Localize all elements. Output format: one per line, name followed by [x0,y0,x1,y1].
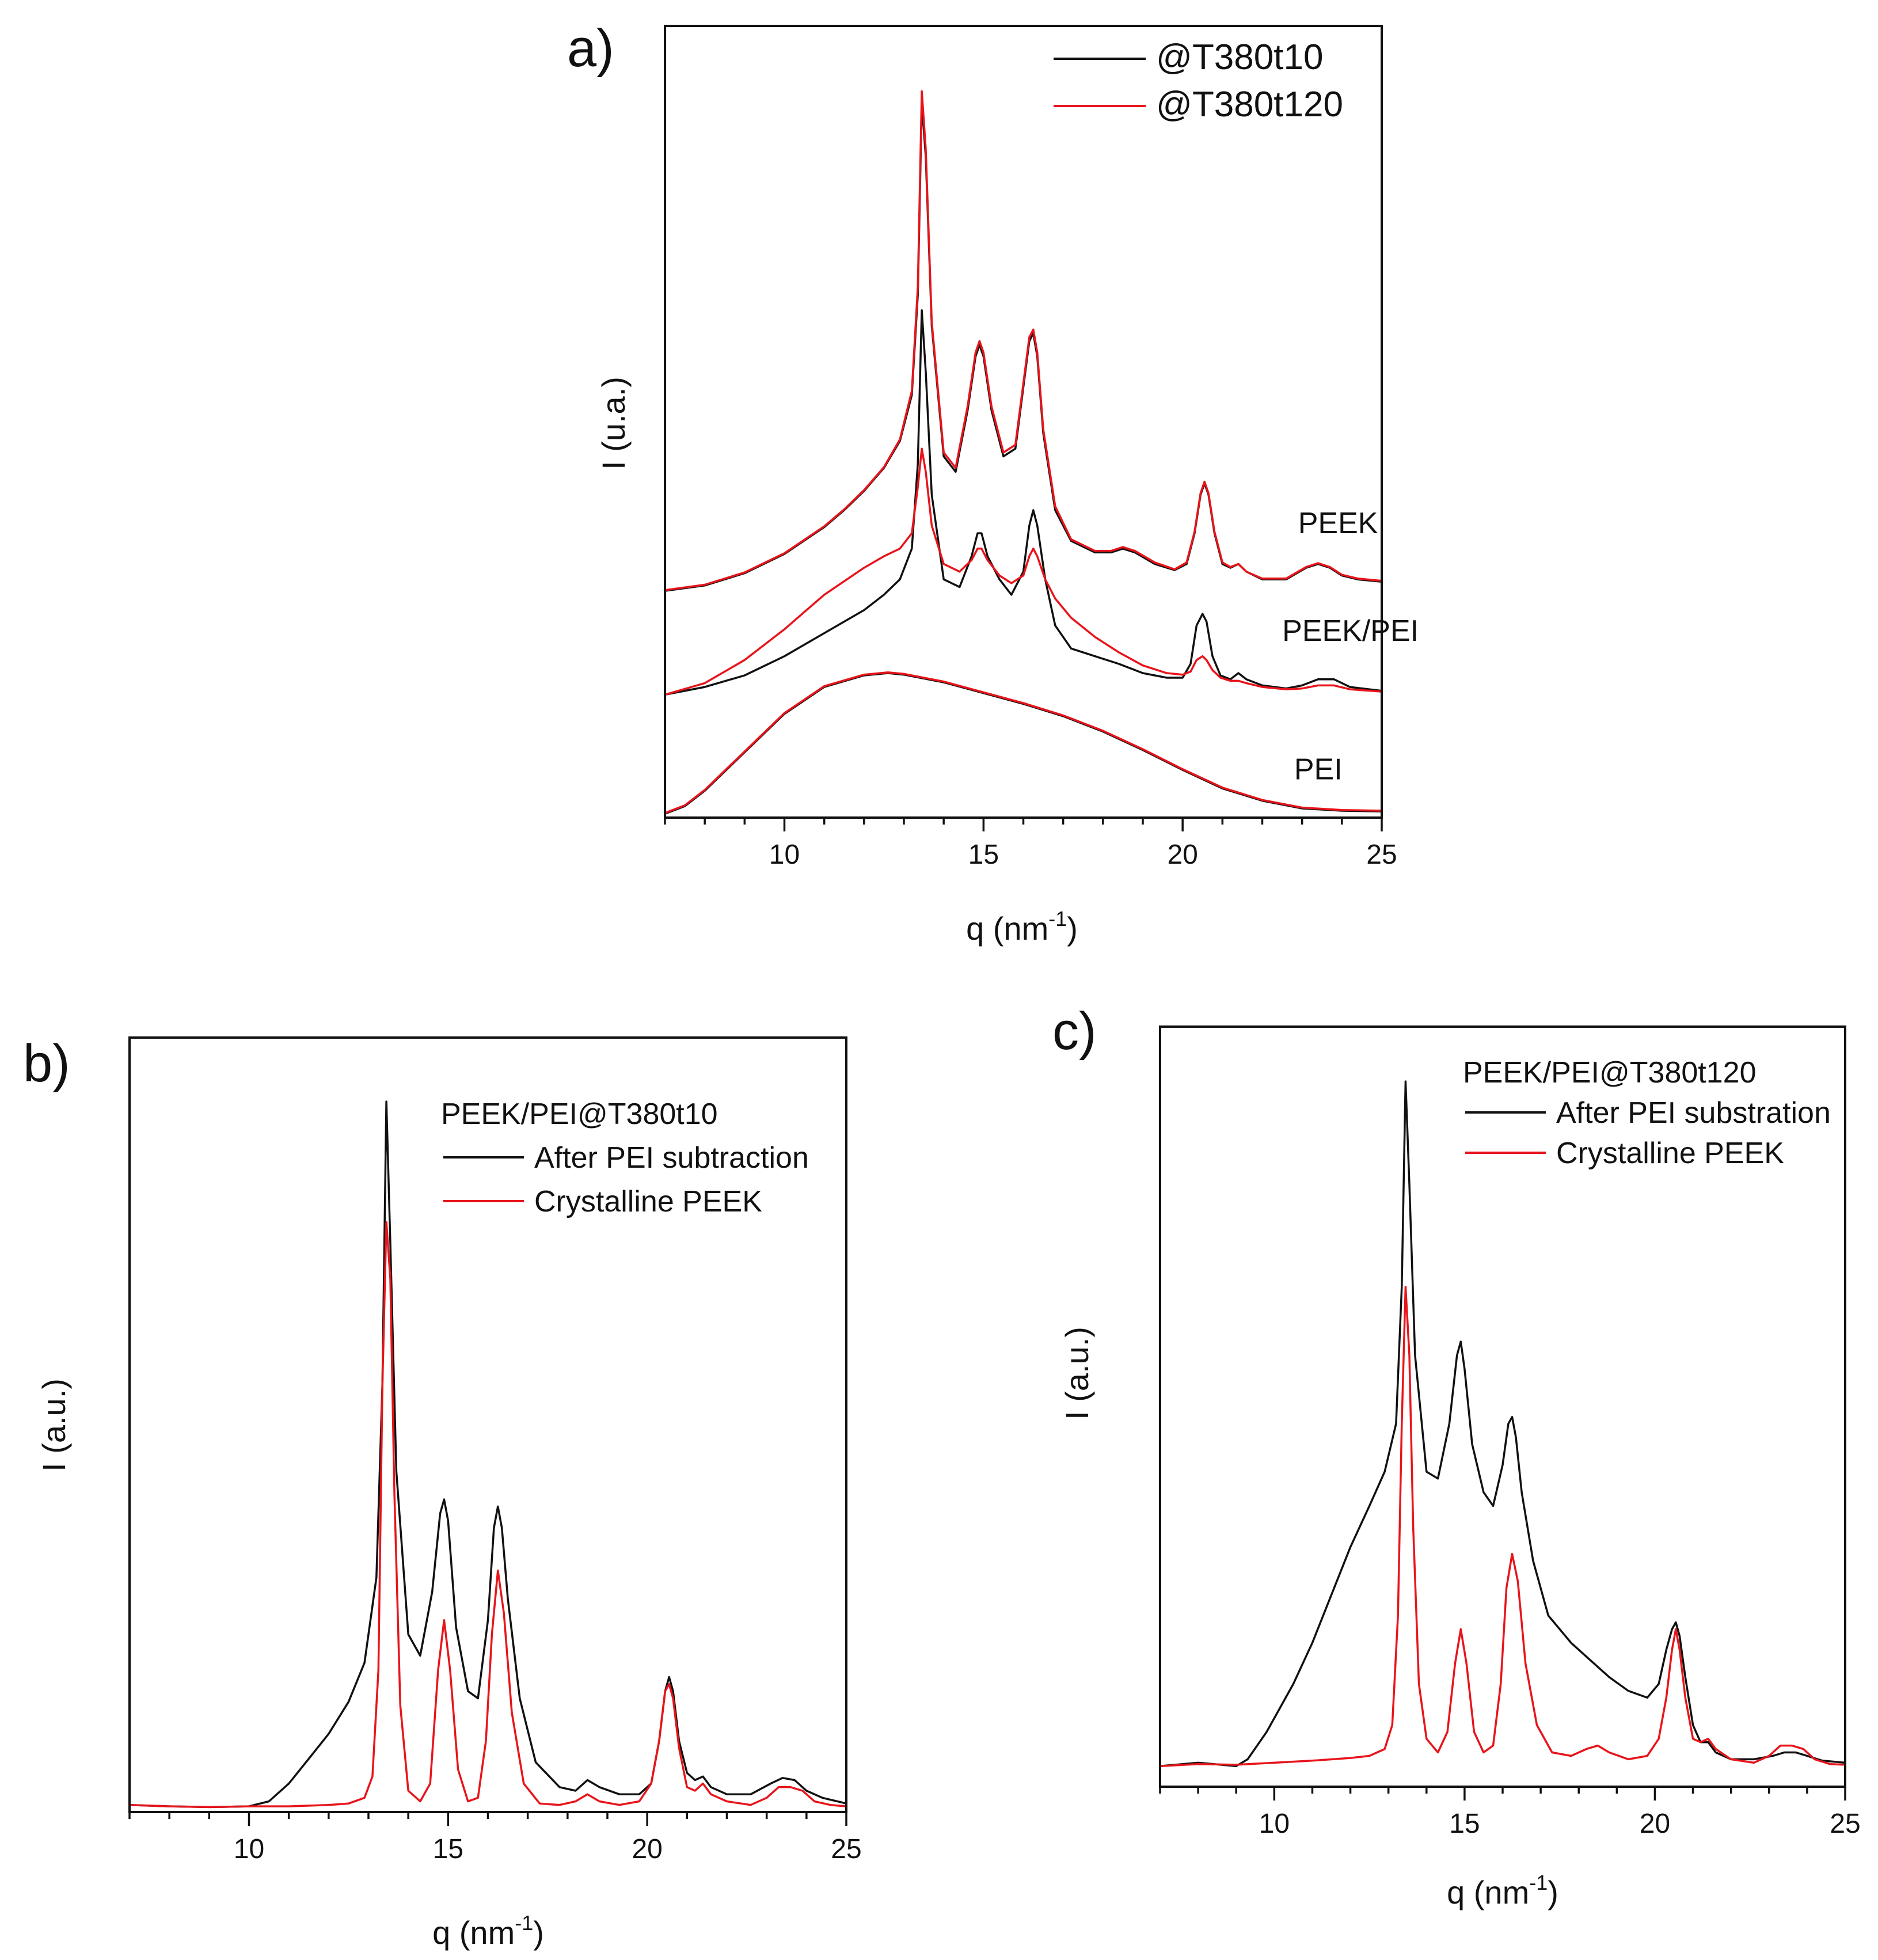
legend-label-t380t120: @T380t120 [1156,85,1343,124]
panel-label: a) [567,19,614,78]
x-tick-label: 15 [1449,1809,1480,1839]
series-line-crystalline-peek [1160,1286,1845,1768]
curve-label-pei: PEI [1294,753,1343,786]
legend-label-crystalline-peek: Crystalline PEEK [1556,1137,1784,1170]
x-axis-label: q (nm-1) [432,1911,544,1951]
legend: PEEK/PEI@T380t10 After PEI subtraction Cry… [441,1097,809,1218]
x-axis-label-superscript: -1 [1048,907,1067,930]
x-axis-label-text: q (nm [432,1915,515,1951]
y-axis-label: I (a.u.) [36,1378,72,1472]
curve-label-peek-pei: PEEK/PEI [1282,614,1419,648]
plot-frame [664,25,1383,819]
legend-label-t380t10: @T380t10 [1156,37,1323,77]
x-axis-label: q (nm-1) [966,907,1078,947]
panel-label: c) [1052,1002,1097,1061]
panel-c: c) 10 15 20 25 q (nm-1) I (a.u.) PEEK/PEI@T380t… [1052,1002,1861,1910]
x-tick-label: 20 [1167,840,1197,870]
x-axis-label-close: ) [533,1915,544,1951]
x-tick-label: 20 [632,1834,662,1864]
x-axis-label-text: q (nm [1447,1874,1529,1910]
x-tick-label: 10 [769,840,800,870]
series-line-pei-t380t10 [665,672,1382,815]
panel-a: a)10 15 20 25q (nm-1)I (u.a.)@T380t10@T380t… [567,19,1419,947]
legend-label-crystalline-peek: Crystalline PEEK [534,1185,762,1218]
legend-label-after-pei-substration: After PEI substration [1556,1096,1831,1130]
x-axis-label: q (nm-1) [1447,1871,1558,1910]
series-line-pei-t380t120 [665,671,1382,814]
panel-label: b) [23,1034,70,1093]
y-axis-label: I (u.a.) [595,377,632,470]
x-tick-label: 25 [1366,840,1397,870]
x-axis-label-close: ) [1067,910,1078,947]
x-axis-label-text: q (nm [966,910,1048,947]
curve-label-peek: PEEK [1298,507,1378,540]
series-line-peek-t380t120 [665,90,1382,591]
series-line-peek-t380t10 [665,101,1382,592]
plot-area [1160,1080,1845,1768]
x-axis-label-superscript: -1 [1529,1871,1548,1894]
legend-title: PEEK/PEI@T380t10 [441,1097,718,1131]
x-tick-label: 25 [1830,1809,1860,1839]
legend: PEEK/PEI@T380t120 After PEI substration Cr… [1463,1056,1831,1170]
series-line-peek-pei-t380t10 [665,309,1382,696]
x-tick-label: 10 [234,1834,264,1864]
x-tick-label: 25 [831,1834,861,1864]
x-axis-label-superscript: -1 [515,1911,533,1935]
y-axis-label: I (a.u.) [1059,1327,1095,1420]
panel-b: b) 10 15 20 25 q (nm-1) I (a.u.) PEEK/PEI@T380t… [23,1034,862,1951]
legend-label-after-pei-subtraction: After PEI subtraction [534,1141,809,1175]
series-line-after-pei-subtraction [130,1100,846,1809]
x-tick-label: 20 [1640,1809,1670,1839]
series-line-peek-pei-t380t120 [665,447,1382,696]
x-tick-label: 15 [968,840,999,870]
plot-area [130,1100,846,1809]
legend: @T380t10 @T380t120 [1054,37,1343,124]
legend-title: PEEK/PEI@T380t120 [1463,1056,1757,1089]
series-line-crystalline-peek [130,1221,846,1809]
plot-area [665,90,1382,815]
x-tick-label: 15 [433,1834,463,1864]
x-tick-label: 10 [1259,1809,1290,1839]
x-axis-label-close: ) [1548,1874,1558,1910]
series-line-after-pei-substration [1160,1080,1845,1768]
